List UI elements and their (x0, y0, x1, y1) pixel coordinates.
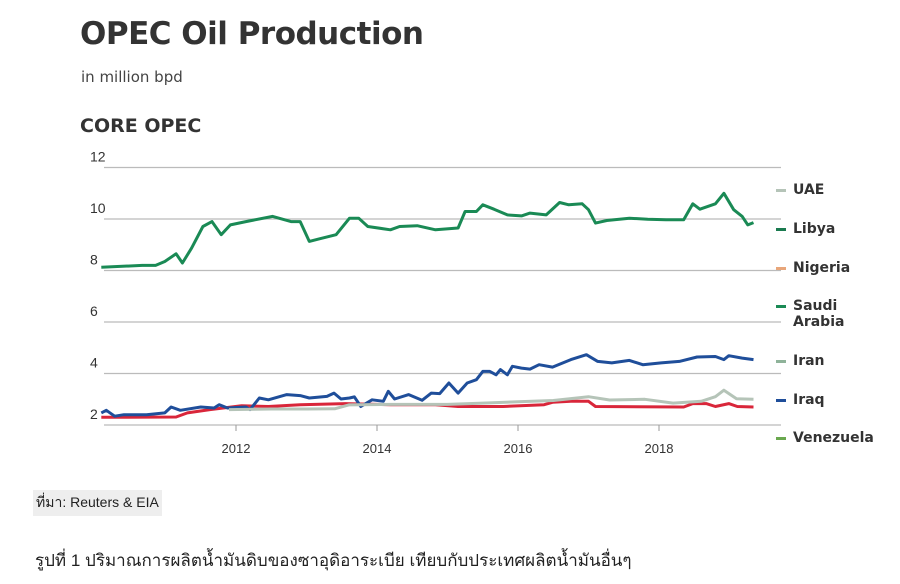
x-tick-label: 2018 (645, 441, 674, 456)
x-tick-label: 2012 (222, 441, 251, 456)
x-tick-label: 2014 (363, 441, 392, 456)
figure-caption: รูปที่ 1 ปริมาณการผลิตน้ำมันดิบของซาอุดิ… (35, 551, 632, 570)
y-tick-label: 6 (90, 303, 98, 319)
chart-subtitle: in million bpd (81, 68, 183, 86)
legend-item-nigeria: Nigeria (776, 260, 850, 276)
chart-title: OPEC Oil Production (80, 16, 424, 52)
legend-item-saudi-arabia: Saudi Arabia (776, 298, 844, 330)
section-heading: CORE OPEC (80, 115, 202, 137)
legend-swatch (776, 267, 786, 270)
legend-label: Iraq (793, 392, 825, 408)
x-tick-label: 2016 (504, 441, 533, 456)
series-line-iraq (100, 353, 754, 418)
legend-label: Iran (793, 353, 825, 369)
series-line-uae (228, 388, 754, 412)
legend-label: Venezuela (793, 430, 874, 446)
source-note: ที่มา: Reuters & EIA (33, 490, 162, 516)
legend-label: Nigeria (793, 260, 851, 276)
legend-label: Libya (793, 221, 836, 237)
legend-item-iran: Iran (776, 353, 825, 369)
legend-swatch (776, 189, 786, 192)
y-tick-label: 10 (90, 200, 106, 216)
y-tick-label: 2 (90, 406, 98, 422)
legend-label: UAE (793, 182, 825, 198)
legend-swatch (776, 228, 786, 231)
line-chart: 12 10 8 6 4 2 2012 2014 2016 2018 (90, 149, 781, 456)
legend-swatch (776, 305, 786, 308)
y-tick-label: 4 (90, 355, 98, 371)
series-line-saudi-arabia (101, 191, 755, 269)
legend-item-uae: UAE (776, 182, 824, 198)
legend-item-libya: Libya (776, 221, 835, 237)
legend-item-iraq: Iraq (776, 392, 825, 408)
legend-item-venezuela: Venezuela (776, 430, 874, 446)
y-tick-label: 8 (90, 252, 98, 268)
legend-swatch (776, 399, 786, 402)
legend-label: Arabia (793, 314, 845, 330)
y-tick-label: 12 (90, 149, 106, 165)
legend-swatch (776, 437, 786, 440)
legend-label: Saudi (793, 298, 838, 314)
legend-swatch (776, 360, 786, 363)
